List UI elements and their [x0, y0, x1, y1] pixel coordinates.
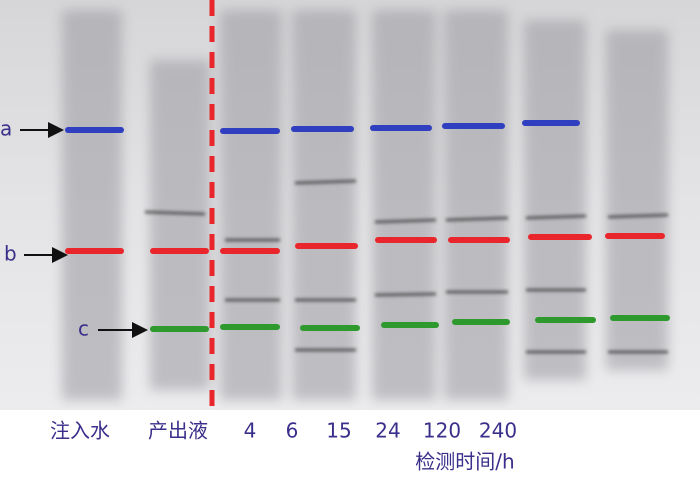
band-markers — [65, 120, 670, 332]
axis-label: 检测时间/h — [415, 450, 514, 474]
marker-label: c — [78, 317, 89, 341]
lane-label: 4 — [244, 419, 257, 443]
lane-label: 24 — [375, 419, 400, 443]
lane-label: 15 — [326, 419, 351, 443]
marker-arrows — [20, 122, 148, 338]
gel-bands — [144, 179, 669, 354]
lane-label: 240 — [479, 419, 517, 443]
marker-label: b — [4, 242, 17, 266]
lane-label: 产出液 — [148, 419, 208, 443]
lane-label: 120 — [423, 419, 461, 443]
lane-label: 注入水 — [50, 419, 110, 443]
marker-label: a — [0, 117, 12, 141]
lane-label: 6 — [286, 419, 299, 443]
